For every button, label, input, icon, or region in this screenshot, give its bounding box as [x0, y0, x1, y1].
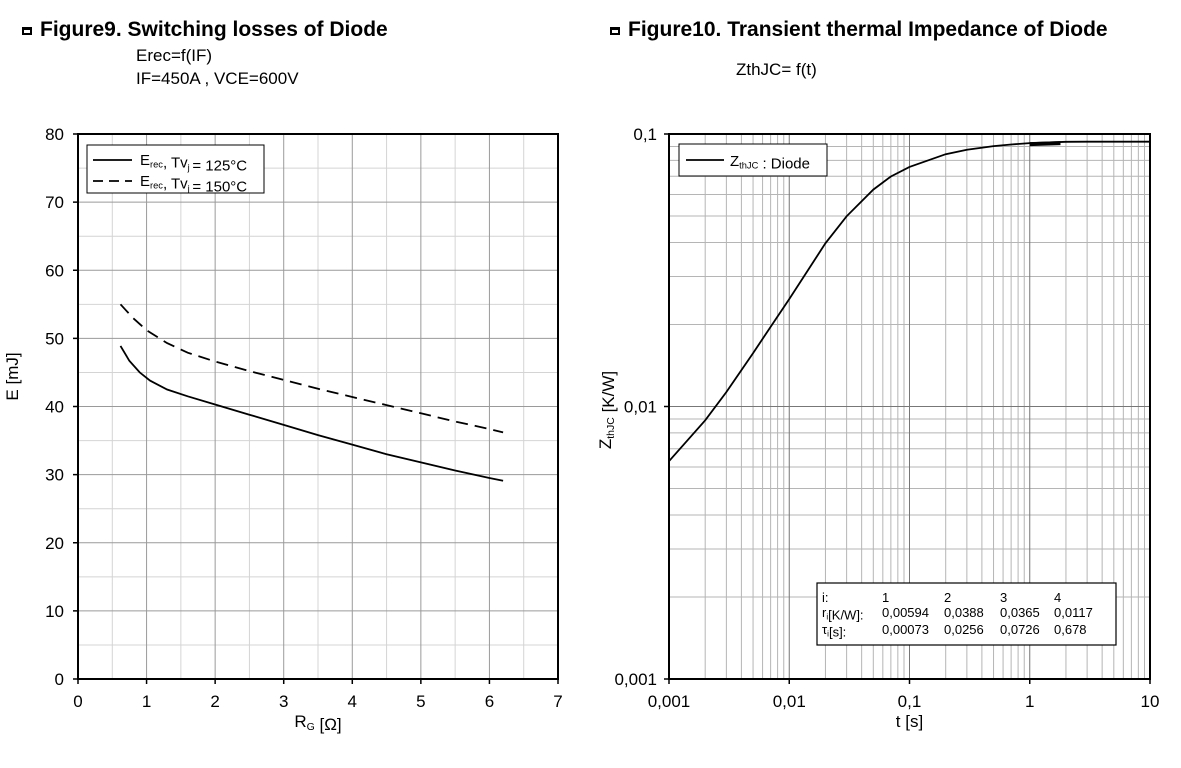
figure9-title: Figure9. Switching losses of Diode — [22, 18, 388, 42]
figure10-subtitle: ZthJC= f(t) — [736, 60, 817, 79]
legend-label: Erec, Tvj = 125°C — [140, 152, 247, 174]
x-tick-label: 0,001 — [648, 692, 691, 711]
bullet-icon — [610, 27, 620, 35]
table-cell-r: 0,0365 — [1000, 605, 1040, 620]
y-tick-label: 80 — [45, 125, 64, 144]
x-tick-label: 1 — [142, 692, 151, 711]
table-row-label-r: ri[K/W]: — [822, 605, 864, 622]
legend-box — [678, 143, 828, 177]
y-axis-title: E [mJ] — [3, 352, 22, 400]
y-tick-label: 0,01 — [624, 398, 657, 417]
x-tick-label: 0,1 — [898, 692, 922, 711]
y-tick-label: 40 — [45, 398, 64, 417]
x-tick-label: 0 — [73, 692, 82, 711]
x-tick-label: 10 — [1141, 692, 1160, 711]
x-axis-title: RG [Ω] — [294, 712, 341, 734]
parameter-table: i:ri[K/W]:τi[s]: 10,00594 0,00073 20,0388 0,… — [816, 582, 1117, 646]
x-tick-label: 5 — [416, 692, 425, 711]
y-axis-title: ZthJC [K/W] — [596, 371, 618, 449]
x-tick-label: 0,01 — [773, 692, 806, 711]
y-tick-label: 10 — [45, 602, 64, 621]
parameter-table-box — [816, 582, 1117, 646]
figure9-title-text: Figure9. Switching losses of Diode — [40, 18, 388, 41]
legend-box — [86, 144, 265, 194]
table-cell-tau: 0,00073 — [882, 622, 929, 637]
table-col-index: 4 — [1054, 590, 1061, 605]
series-line-125c — [119, 345, 504, 482]
table-cell-r: 0,00594 — [882, 605, 929, 620]
table-col-index: 1 — [882, 590, 889, 605]
figure9-subtitle-1: Erec=f(IF) — [136, 46, 213, 65]
x-tick-label: 1 — [1025, 692, 1034, 711]
y-tick-label: 0,1 — [633, 125, 657, 144]
table-row-label-tau: τi[s]: — [822, 622, 846, 639]
y-tick-label: 50 — [45, 329, 64, 348]
table-cell-r: 0,0388 — [944, 605, 984, 620]
legend-label: Erec, Tvj = 150°C — [140, 173, 247, 195]
x-tick-label: 2 — [210, 692, 219, 711]
x-tick-label: 6 — [485, 692, 494, 711]
figure10-title: Figure10. Transient thermal Impedance of… — [610, 18, 1108, 42]
table-cell-r: 0,0117 — [1054, 605, 1093, 620]
x-tick-label: 3 — [279, 692, 288, 711]
plot-frame — [77, 133, 559, 680]
bullet-icon — [22, 27, 32, 35]
figure9-subtitle-2: IF=450A , VCE=600V — [136, 69, 299, 88]
y-tick-label: 0 — [55, 670, 64, 689]
y-tick-label: 20 — [45, 534, 64, 553]
x-axis-title: t [s] — [896, 712, 923, 731]
x-tick-label: 4 — [348, 692, 357, 711]
table-cell-tau: 0,0726 — [1000, 622, 1040, 637]
table-col-index: 3 — [1000, 590, 1007, 605]
table-cell-tau: 0,0256 — [944, 622, 984, 637]
figure10-title-text: Figure10. Transient thermal Impedance of… — [628, 18, 1108, 41]
series-line-150c — [119, 303, 504, 434]
y-tick-label: 60 — [45, 261, 64, 280]
table-col-index: 2 — [944, 590, 951, 605]
table-row-label-i: i: — [822, 590, 829, 605]
table-cell-tau: 0,678 — [1054, 622, 1087, 637]
y-tick-label: 70 — [45, 193, 64, 212]
curve-marker — [1029, 141, 1061, 147]
y-tick-label: 0,001 — [614, 670, 657, 689]
x-tick-label: 7 — [553, 692, 562, 711]
legend-label: ZthJC : Diode — [730, 153, 810, 173]
plot-frame — [668, 133, 1151, 680]
y-tick-label: 30 — [45, 466, 64, 485]
